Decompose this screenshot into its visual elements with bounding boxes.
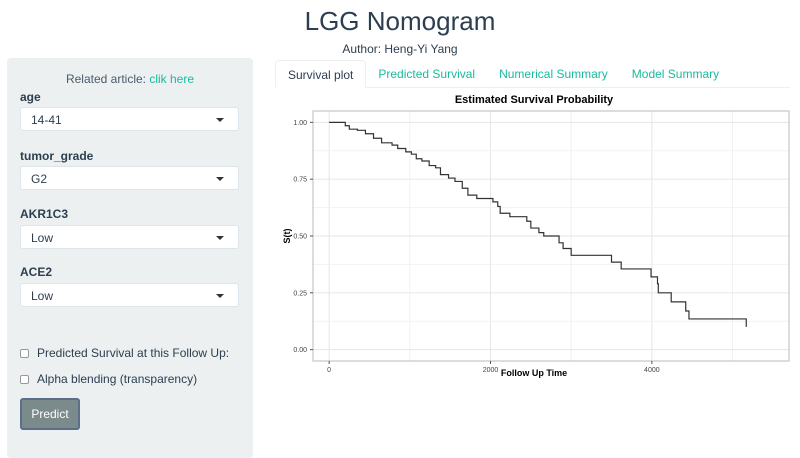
akr1c3-select[interactable]: Low [20, 225, 239, 249]
tab-model-summary[interactable]: Model Summary [631, 67, 720, 81]
y-tick-label: 0.25 [293, 290, 307, 297]
tab-survival-plot[interactable]: Survival plot [275, 60, 367, 88]
checkbox-icon[interactable] [20, 374, 29, 384]
x-axis-label: Follow Up Time [501, 368, 567, 378]
x-tick-label: 0 [327, 367, 331, 374]
ace2-label: ACE2 [20, 265, 53, 279]
related-article-link[interactable]: clik here [149, 72, 195, 86]
tumor-grade-select[interactable]: G2 [20, 166, 239, 190]
tumor-grade-value: G2 [31, 172, 48, 186]
survival-curve [329, 121, 747, 327]
y-tick-label: 1.00 [293, 120, 307, 127]
predicted-survival-label: Predicted Survival at this Follow Up: [37, 346, 230, 360]
age-select[interactable]: 14-41 [20, 107, 239, 131]
related-article-label: Related article: [65, 72, 150, 86]
checkbox-icon[interactable] [20, 348, 29, 358]
ace2-value: Low [31, 289, 54, 303]
age-label: age [20, 90, 41, 104]
akr1c3-label: AKR1C3 [20, 207, 69, 221]
x-tick-label: 4000 [644, 367, 660, 374]
y-tick-label: 0.50 [293, 234, 307, 241]
tumor-grade-label: tumor_grade [20, 149, 94, 163]
tab-bar: Survival plot Predicted Survival Numeric… [275, 60, 790, 88]
tab-predicted-survival[interactable]: Predicted Survival [378, 67, 476, 81]
y-tick-label: 0.00 [293, 347, 307, 354]
chevron-down-icon [216, 294, 224, 298]
author-line: Author: Heng-Yi Yang [342, 42, 458, 56]
chevron-down-icon [216, 236, 224, 240]
akr1c3-value: Low [31, 231, 54, 245]
x-tick-label: 2000 [483, 367, 499, 374]
predict-button[interactable]: Predict [20, 398, 80, 430]
ace2-select[interactable]: Low [20, 283, 239, 307]
alpha-blending-label: Alpha blending (transparency) [37, 372, 198, 386]
age-value: 14-41 [31, 113, 62, 127]
related-article: Related article: clik here [7, 72, 253, 86]
chart-title: Estimated Survival Probability [455, 94, 614, 106]
sidebar-panel: Related article: clik here age 14-41 tum… [7, 58, 253, 458]
alpha-blending-checkbox[interactable]: Alpha blending (transparency) [20, 372, 197, 386]
chevron-down-icon [216, 177, 224, 181]
survival-chart: Estimated Survival Probability 0.00 0.25 0… [282, 94, 790, 378]
y-tick-label: 0.75 [293, 177, 307, 184]
page-title: LGG Nomogram [304, 6, 496, 36]
chevron-down-icon [216, 118, 224, 122]
predicted-survival-checkbox[interactable]: Predicted Survival at this Follow Up: [20, 346, 229, 360]
y-axis-label: S(t) [282, 229, 292, 244]
tab-numerical-summary[interactable]: Numerical Summary [499, 67, 608, 81]
